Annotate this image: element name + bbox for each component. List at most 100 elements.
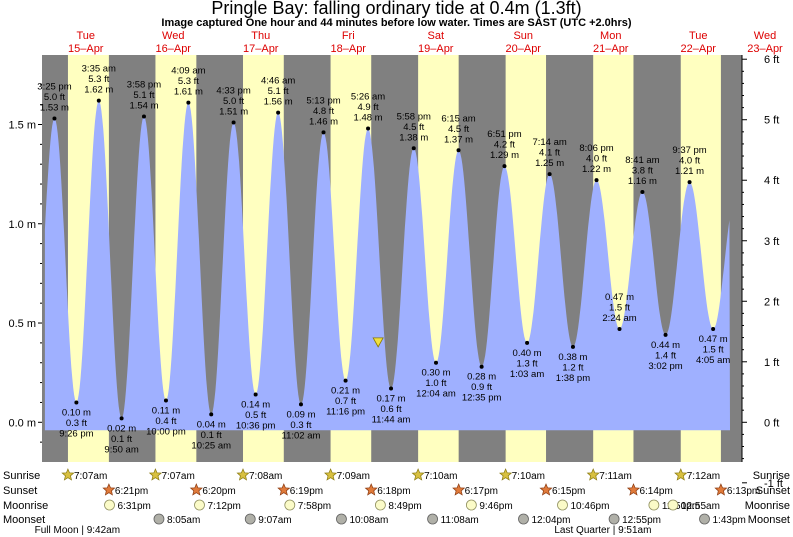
high-tide-dot xyxy=(96,98,101,103)
high-tide-label: 1.62 m xyxy=(84,85,113,96)
low-tide-label: 9:26 pm xyxy=(59,428,93,439)
sunrise-star-icon xyxy=(499,468,513,481)
high-tide-label: 4.9 ft xyxy=(357,102,378,113)
high-tide-dot xyxy=(52,116,57,121)
low-tide-label: 10:25 am xyxy=(191,440,231,451)
sunset-star-icon xyxy=(277,483,291,496)
tide-area xyxy=(44,100,730,431)
sunset-star-icon xyxy=(189,483,203,496)
left-tick-label: 0.0 m xyxy=(8,417,36,429)
moonset-moon-icon xyxy=(153,513,165,525)
moonrise-moon-icon xyxy=(557,499,568,511)
day-name-label: Sun xyxy=(513,30,533,42)
low-tide-dot xyxy=(570,344,575,349)
low-tide-label: 0.44 m xyxy=(651,340,680,351)
low-tide-dot xyxy=(525,340,530,345)
high-tide-dot xyxy=(321,130,326,135)
day-name-label: Tue xyxy=(76,30,95,42)
right-tick-label: 1 ft xyxy=(764,357,779,369)
low-tide-label: 0.10 m xyxy=(62,407,91,418)
day-date-label: 16–Apr xyxy=(156,43,192,55)
day-date-label: 18–Apr xyxy=(331,43,367,55)
high-tide-dot xyxy=(594,178,599,183)
high-tide-label: 5.3 ft xyxy=(178,76,199,87)
moonrise-moon-icon xyxy=(465,499,477,511)
high-tide-dot xyxy=(687,180,692,185)
left-tick-label: 0.5 m xyxy=(8,318,36,330)
sunrise-time: 7:11am xyxy=(599,471,632,482)
current-tide-marker xyxy=(372,337,384,348)
high-tide-dot xyxy=(411,146,416,151)
low-tide-label: 0.7 ft xyxy=(335,396,356,407)
sunrise-time: 7:10am xyxy=(512,471,545,482)
row-label-right-moonrise: Moonrise xyxy=(745,500,790,512)
high-tide-label: 4.5 ft xyxy=(448,124,469,135)
sunrise-time: 7:07am xyxy=(161,471,194,482)
sunset-star-icon xyxy=(539,483,553,496)
high-tide-label: 4.1 ft xyxy=(539,148,560,159)
low-tide-label: 0.47 m xyxy=(605,292,634,303)
sunset-time: 6:15pm xyxy=(552,486,585,497)
moonrise-time: 8:49pm xyxy=(388,501,421,512)
low-tide-label: 4:05 am xyxy=(696,355,730,366)
moonrise-time: 12:55am xyxy=(681,501,720,512)
low-tide-label: 0.1 ft xyxy=(111,434,132,445)
low-tide-label: 0.5 ft xyxy=(245,410,266,421)
high-tide-label: 6:15 am xyxy=(441,113,475,124)
moonset-moon-icon xyxy=(244,513,256,525)
moonset-moon-icon xyxy=(518,513,529,525)
moonset-time: 1:43pm xyxy=(713,515,746,526)
moonrise-moon-icon xyxy=(648,499,660,511)
sunset-star-icon xyxy=(714,483,728,496)
sunset-time: 6:13pm xyxy=(727,486,760,497)
sunset-star-icon xyxy=(364,483,378,496)
low-tide-label: 0.28 m xyxy=(467,372,496,383)
low-tide-label: 0.3 ft xyxy=(66,418,87,429)
chart-title: Pringle Bay: falling ordinary tide at 0.… xyxy=(211,0,582,18)
high-tide-label: 1.56 m xyxy=(264,97,293,108)
row-label-right-moonset: Moonset xyxy=(748,514,790,526)
sunset-star-icon xyxy=(452,483,466,496)
high-tide-label: 9:37 pm xyxy=(672,145,706,156)
moonset-time: 12:55pm xyxy=(622,515,661,526)
low-tide-dot xyxy=(663,332,668,337)
low-tide-label: 0.17 m xyxy=(377,394,406,405)
high-tide-label: 3:25 pm xyxy=(37,82,71,93)
sunrise-star-icon xyxy=(148,468,163,481)
low-tide-label: 0.4 ft xyxy=(155,416,176,427)
right-tick-label: 4 ft xyxy=(764,175,779,187)
low-tide-dot xyxy=(209,412,214,417)
high-tide-label: 5.0 ft xyxy=(44,92,65,103)
high-tide-dot xyxy=(276,110,281,115)
sunrise-star-icon xyxy=(586,468,600,481)
high-tide-label: 1.46 m xyxy=(309,116,338,127)
low-tide-dot xyxy=(74,400,79,405)
day-name-label: Fri xyxy=(342,30,355,42)
chart-subtitle: Image captured One hour and 44 minutes b… xyxy=(161,17,632,29)
day-date-label: 19–Apr xyxy=(418,43,454,55)
moonset-time: 8:05am xyxy=(167,515,200,526)
low-tide-label: 1.5 ft xyxy=(703,344,724,355)
high-tide-label: 5.3 ft xyxy=(88,74,109,85)
moonrise-moon-icon xyxy=(284,499,296,511)
moonrise-time: 11:50pm xyxy=(662,501,700,512)
day-name-label: Thu xyxy=(251,30,270,42)
low-tide-label: 0.30 m xyxy=(421,368,450,379)
low-tide-label: 10:36 pm xyxy=(236,420,276,431)
high-tide-label: 5:13 pm xyxy=(306,95,340,106)
low-tide-label: 10:00 pm xyxy=(146,426,186,437)
low-tide-label: 9:50 am xyxy=(104,444,138,455)
high-tide-label: 1.54 m xyxy=(129,101,158,112)
low-tide-label: 0.47 m xyxy=(699,334,728,345)
low-tide-label: 0.11 m xyxy=(152,405,180,416)
right-tick-label: -1 ft xyxy=(764,478,783,490)
high-tide-label: 7:14 am xyxy=(532,137,566,148)
sunrise-star-icon xyxy=(236,468,250,481)
low-tide-label: 0.21 m xyxy=(331,386,360,397)
right-tick-label: 2 ft xyxy=(764,296,779,308)
moonrise-time: 10:46pm xyxy=(571,501,610,512)
sunrise-time: 7:10am xyxy=(424,471,457,482)
low-tide-label: 3:02 pm xyxy=(648,361,682,372)
high-tide-label: 3.8 ft xyxy=(632,165,653,176)
high-tide-label: 8:41 am xyxy=(625,155,659,166)
